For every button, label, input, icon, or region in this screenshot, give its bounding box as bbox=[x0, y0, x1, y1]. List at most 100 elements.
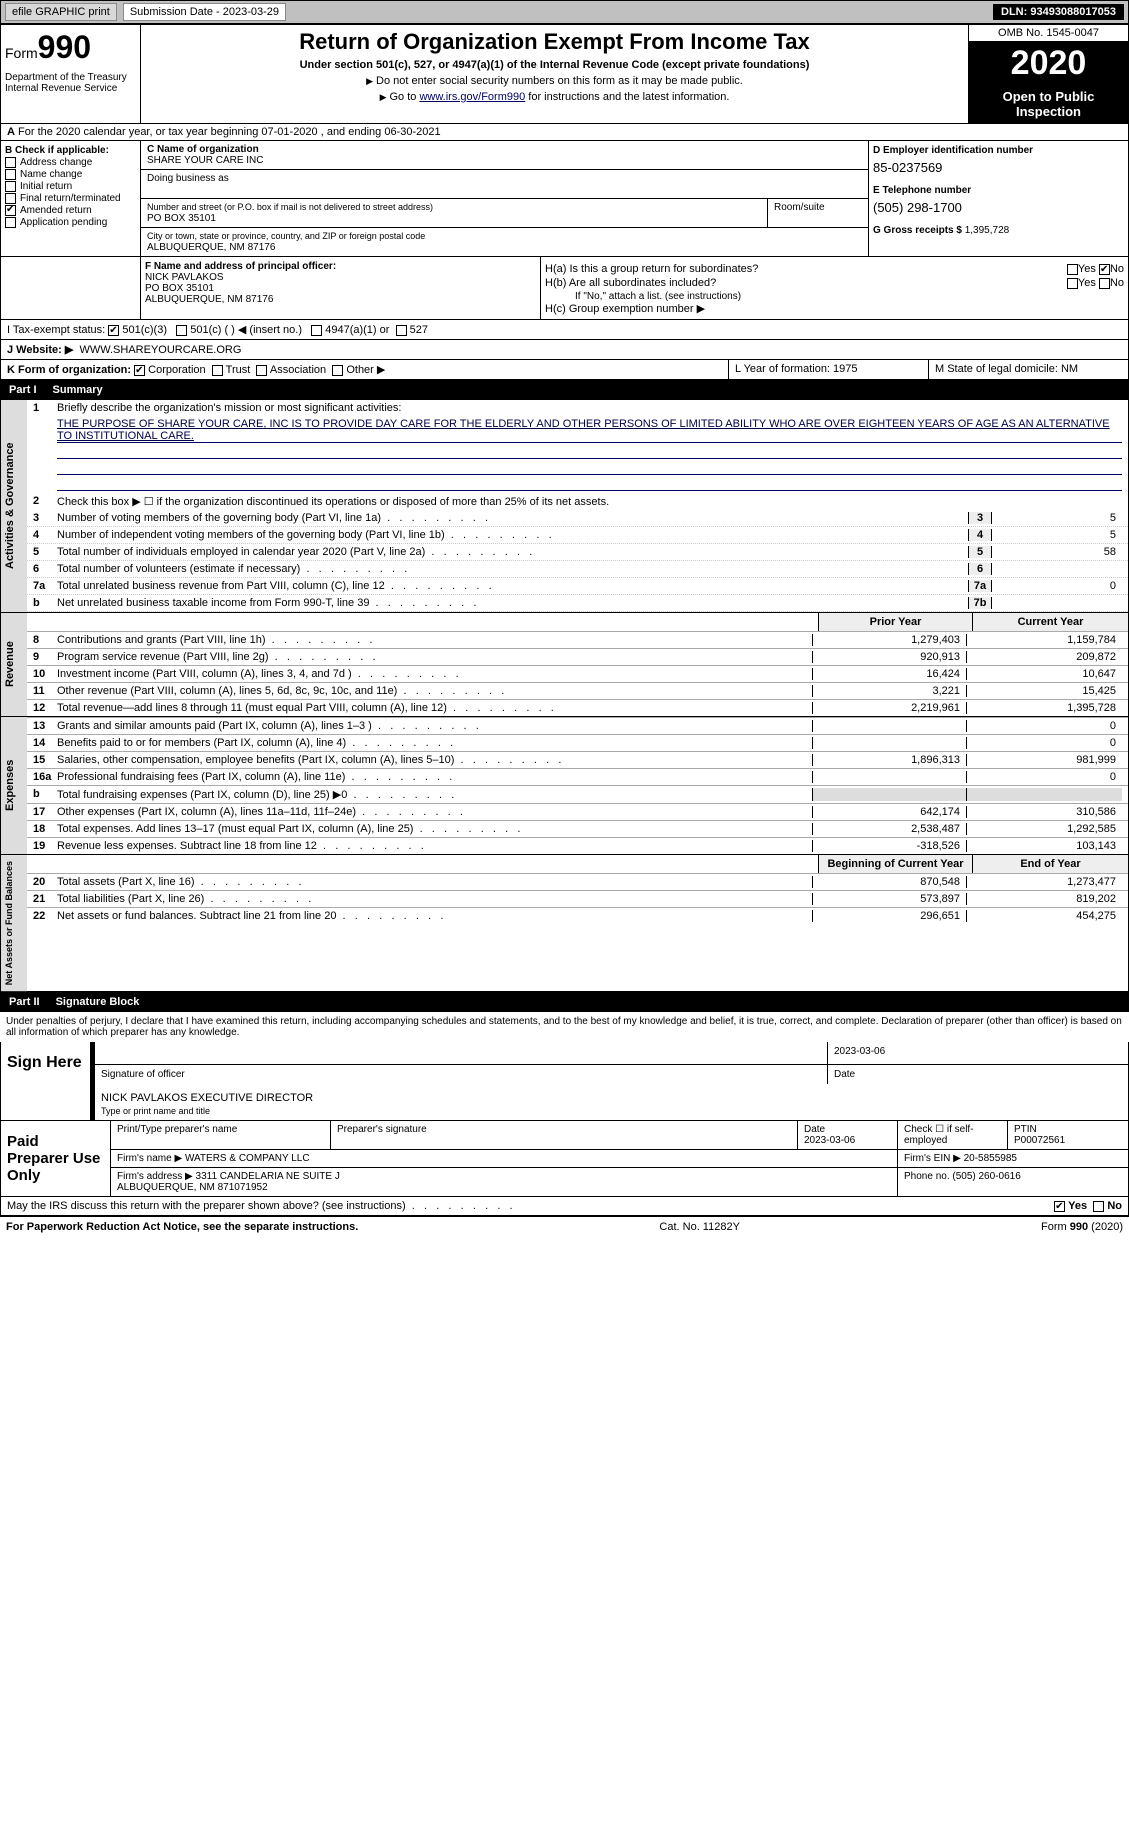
c-name-address: C Name of organizationSHARE YOUR CARE IN… bbox=[141, 141, 868, 256]
i-lbl: I Tax-exempt status: bbox=[7, 324, 105, 336]
may-yes[interactable] bbox=[1054, 1201, 1065, 1212]
row-k-l-m: K Form of organization: Corporation Trus… bbox=[0, 360, 1129, 380]
city-val: ALBUQUERQUE, NM 87176 bbox=[147, 242, 275, 253]
officer-addr2: ALBUQUERQUE, NM 87176 bbox=[145, 294, 273, 305]
officer-name-lbl: Type or print name and title bbox=[91, 1106, 1128, 1120]
chk-501c[interactable] bbox=[176, 325, 187, 336]
chk-527[interactable] bbox=[396, 325, 407, 336]
opt-4947: 4947(a)(1) or bbox=[325, 324, 389, 336]
entity-block: B Check if applicable: Address change Na… bbox=[0, 141, 1129, 257]
tab-revenue: Revenue bbox=[1, 613, 27, 716]
may-no[interactable] bbox=[1093, 1201, 1104, 1212]
phone-lbl: E Telephone number bbox=[873, 185, 1124, 196]
chk-address[interactable] bbox=[5, 157, 16, 168]
chk-trust[interactable] bbox=[212, 365, 223, 376]
sign-date: 2023-03-06 bbox=[828, 1042, 1128, 1064]
officer-addr1: PO BOX 35101 bbox=[145, 283, 214, 294]
hb-no[interactable] bbox=[1099, 278, 1110, 289]
arrow-icon bbox=[380, 91, 390, 103]
j-lbl: J Website: ▶ bbox=[7, 344, 73, 356]
cat-no: Cat. No. 11282Y bbox=[659, 1221, 740, 1233]
tab-net-assets: Net Assets or Fund Balances bbox=[1, 855, 27, 991]
irs-link[interactable]: www.irs.gov/Form990 bbox=[419, 91, 525, 103]
public-inspection: Open to Public Inspection bbox=[969, 85, 1128, 123]
opt-trust: Trust bbox=[226, 364, 251, 376]
opt-527: 527 bbox=[410, 324, 428, 336]
opt-corp: Corporation bbox=[148, 364, 205, 376]
lbl-address: Address change bbox=[20, 157, 92, 168]
b-heading: B Check if applicable: bbox=[5, 145, 136, 156]
top-toolbar: efile GRAPHIC print Submission Date - 20… bbox=[0, 0, 1129, 24]
phone-val: (505) 298-1700 bbox=[873, 196, 1124, 225]
form-prefix: Form bbox=[5, 45, 38, 61]
chk-other[interactable] bbox=[332, 365, 343, 376]
tax-period-text: For the 2020 calendar year, or tax year … bbox=[18, 126, 441, 138]
chk-initial[interactable] bbox=[5, 181, 16, 192]
street-lbl: Number and street (or P.O. box if mail i… bbox=[147, 202, 433, 212]
chk-corp[interactable] bbox=[134, 365, 145, 376]
firm-ein: Firm's EIN ▶ 20-5855985 bbox=[898, 1150, 1128, 1168]
q2-text: Check this box ▶ ☐ if the organization d… bbox=[57, 495, 1122, 508]
ha-yes[interactable] bbox=[1067, 264, 1078, 275]
ha-no[interactable] bbox=[1099, 264, 1110, 275]
firm-address: Firm's address ▶ 3311 CANDELARIA NE SUIT… bbox=[111, 1168, 898, 1196]
room-lbl: Room/suite bbox=[774, 202, 825, 213]
current-year-hdr: Current Year bbox=[973, 613, 1128, 631]
officer-name: NICK PAVLAKOS bbox=[145, 272, 224, 283]
form-year-block: OMB No. 1545-0047 2020 Open to Public In… bbox=[968, 25, 1128, 123]
k-lbl: K Form of organization: bbox=[7, 364, 131, 376]
l-year-formation: L Year of formation: 1975 bbox=[728, 360, 928, 379]
lbl-final: Final return/terminated bbox=[20, 193, 121, 204]
prior-year-hdr: Prior Year bbox=[818, 613, 973, 631]
q1-text: Briefly describe the organization's miss… bbox=[57, 402, 1122, 414]
dba-lbl: Doing business as bbox=[147, 173, 229, 184]
chk-amended[interactable] bbox=[5, 205, 16, 216]
f-lbl: F Name and address of principal officer: bbox=[145, 261, 336, 272]
chk-pending[interactable] bbox=[5, 217, 16, 228]
lbl-initial: Initial return bbox=[20, 181, 72, 192]
prep-self-emp: Check ☐ if self-employed bbox=[898, 1121, 1008, 1150]
d-ein-block: D Employer identification number 85-0237… bbox=[868, 141, 1128, 256]
part-2-num: Part II bbox=[9, 996, 40, 1008]
ein-val: 85-0237569 bbox=[873, 156, 1124, 185]
mission-text: THE PURPOSE OF SHARE YOUR CARE, INC IS T… bbox=[57, 418, 1122, 443]
hb-yes[interactable] bbox=[1067, 278, 1078, 289]
form-header: Form990 Department of the Treasury Inter… bbox=[0, 24, 1129, 124]
penalties-text: Under penalties of perjury, I declare th… bbox=[0, 1012, 1129, 1042]
lbl-amended: Amended return bbox=[20, 205, 92, 216]
tab-expenses: Expenses bbox=[1, 717, 27, 854]
expenses-section: Expenses 13Grants and similar amounts pa… bbox=[0, 717, 1129, 855]
tab-governance: Activities & Governance bbox=[1, 400, 27, 612]
tax-year: 2020 bbox=[969, 42, 1128, 85]
hc-text: H(c) Group exemption number ▶ bbox=[545, 302, 1124, 315]
row-a-tax-period: A For the 2020 calendar year, or tax yea… bbox=[0, 124, 1129, 141]
sig-date-lbl: Date bbox=[828, 1065, 1128, 1084]
efile-button[interactable]: efile GRAPHIC print bbox=[5, 3, 117, 21]
form-note-1: Do not enter social security numbers on … bbox=[145, 75, 964, 87]
chk-4947[interactable] bbox=[311, 325, 322, 336]
chk-name[interactable] bbox=[5, 169, 16, 180]
chk-501c3[interactable] bbox=[108, 325, 119, 336]
part-1-title: Summary bbox=[53, 384, 103, 396]
may-discuss-row: May the IRS discuss this return with the… bbox=[0, 1197, 1129, 1216]
form-subtitle: Under section 501(c), 527, or 4947(a)(1)… bbox=[145, 59, 964, 71]
chk-assoc[interactable] bbox=[256, 365, 267, 376]
submission-date: Submission Date - 2023-03-29 bbox=[123, 3, 286, 21]
m-domicile: M State of legal domicile: NM bbox=[928, 360, 1128, 379]
opt-501c3: 501(c)(3) bbox=[122, 324, 167, 336]
net-assets-section: Net Assets or Fund Balances Beginning of… bbox=[0, 855, 1129, 992]
prep-sig-lbl: Preparer's signature bbox=[331, 1121, 798, 1150]
officer-printed-name: NICK PAVLAKOS EXECUTIVE DIRECTOR bbox=[101, 1092, 313, 1104]
c-name-lbl: C Name of organization bbox=[147, 144, 259, 155]
paid-preparer-block: Paid Preparer Use Only Print/Type prepar… bbox=[0, 1121, 1129, 1197]
end-year-hdr: End of Year bbox=[973, 855, 1128, 873]
row-j: J Website: ▶ WWW.SHAREYOURCARE.ORG bbox=[0, 340, 1129, 360]
department-label: Department of the Treasury Internal Reve… bbox=[5, 72, 136, 94]
ha-text: H(a) Is this a group return for subordin… bbox=[545, 263, 758, 275]
prep-label: Paid Preparer Use Only bbox=[1, 1121, 111, 1196]
sig-officer-lbl: Signature of officer bbox=[101, 1069, 185, 1080]
gross-lbl: G Gross receipts $ bbox=[873, 225, 962, 236]
chk-final[interactable] bbox=[5, 193, 16, 204]
part-1-num: Part I bbox=[9, 384, 37, 396]
governance-section: Activities & Governance 1Briefly describ… bbox=[0, 400, 1129, 613]
